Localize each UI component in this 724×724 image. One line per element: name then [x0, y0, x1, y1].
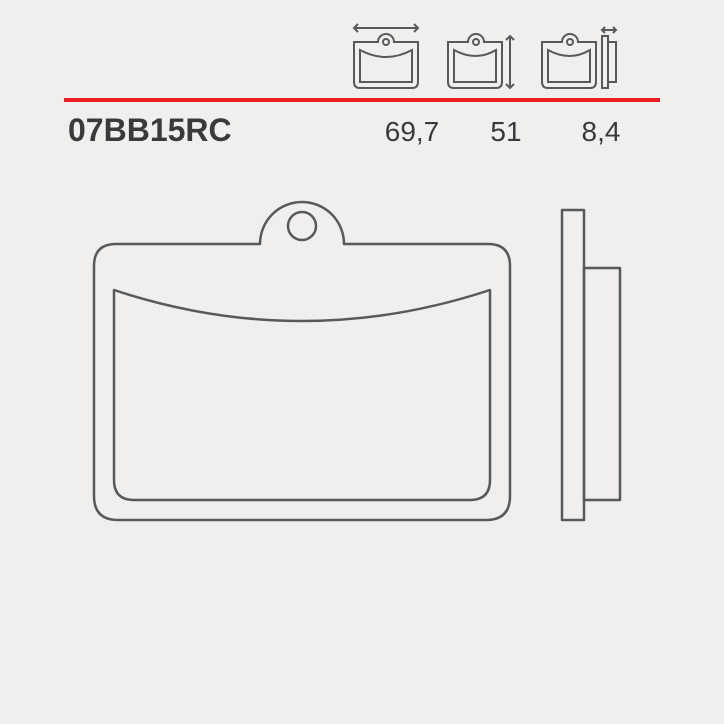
spec-height: 51	[470, 116, 542, 148]
part-code: 07BB15RC	[68, 112, 232, 149]
spec-thickness: 8,4	[565, 116, 637, 148]
separator-line	[64, 98, 660, 102]
thumb-front-icon	[350, 22, 422, 92]
thumb-thickness-icon	[538, 22, 628, 92]
thumb-height-icon	[444, 22, 516, 92]
canvas: 07BB15RC 69,7 51 8,4	[0, 0, 724, 724]
side-view-drawing	[560, 180, 640, 530]
spec-width: 69,7	[376, 116, 448, 148]
main-view-drawing	[92, 180, 512, 530]
thumbnail-row	[350, 36, 628, 92]
